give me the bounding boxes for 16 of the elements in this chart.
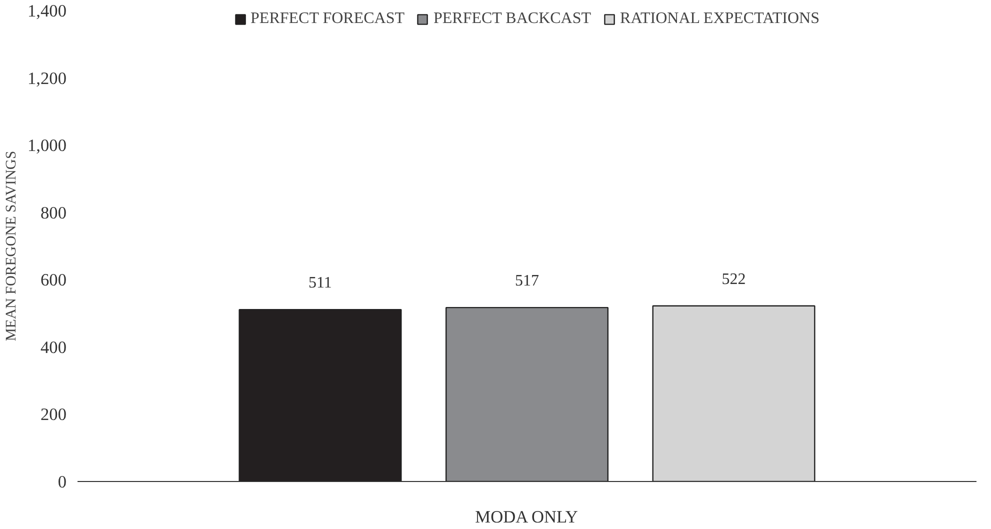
y-tick-label: 200 xyxy=(40,405,67,424)
y-tick-label: 1,200 xyxy=(28,68,67,88)
y-axis-title: MEAN FOREGONE SAVINGS xyxy=(4,150,20,342)
data-label: 522 xyxy=(722,270,746,288)
y-tick-label: 0 xyxy=(58,472,67,492)
legend-label: PERFECT FORECAST xyxy=(250,10,404,28)
legend-label: PERFECT BACKCAST xyxy=(433,10,592,28)
y-tick-label: 800 xyxy=(40,203,67,222)
y-tick-label: 600 xyxy=(40,270,67,290)
y-tick-label: 400 xyxy=(40,338,67,357)
data-label: 517 xyxy=(515,272,539,290)
x-tick-label: MODA ONLY xyxy=(475,508,578,526)
y-tick-label: 1,000 xyxy=(28,136,67,156)
legend-label: RATIONAL EXPECTATIONS xyxy=(620,10,820,28)
y-tick-label: 1,400 xyxy=(28,2,67,20)
data-label: 511 xyxy=(308,274,332,292)
